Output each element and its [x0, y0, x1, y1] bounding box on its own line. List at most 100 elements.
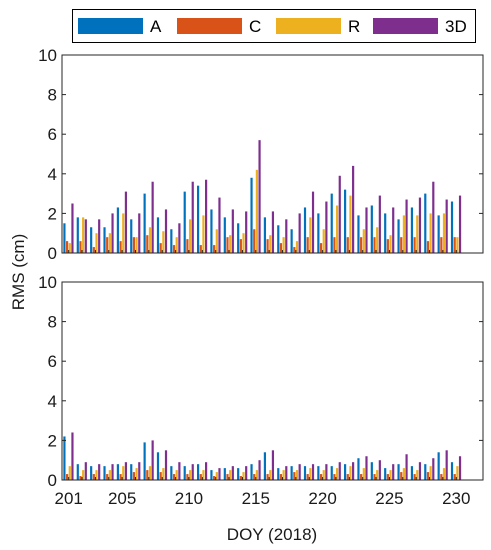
bar-bottom-r-224	[376, 470, 379, 480]
bar-top-3d-215	[258, 140, 261, 253]
legend-label-a: A	[150, 17, 162, 36]
bar-top-a-230	[450, 201, 454, 253]
bar-bottom-a-226	[397, 464, 400, 480]
bar-bottom-a-230	[450, 462, 454, 480]
y-tick-label-bottom-10: 10	[38, 273, 57, 292]
y-axis-label: RMS (cm)	[9, 234, 28, 310]
bar-bottom-a-210	[183, 466, 186, 480]
bar-bottom-c-211	[199, 474, 202, 480]
bar-top-a-228	[424, 193, 427, 253]
bar-bottom-3d-224	[378, 460, 381, 480]
bar-top-c-212	[213, 245, 216, 253]
bar-bottom-r-207	[148, 466, 152, 480]
bar-top-3d-211	[205, 179, 208, 253]
bar-bottom-r-223	[362, 468, 365, 480]
x-tick-label-230: 230	[442, 489, 470, 508]
bar-top-a-209	[170, 229, 173, 253]
bar-bottom-r-228	[429, 466, 432, 480]
bar-bottom-c-206	[132, 472, 136, 480]
bar-bottom-r-205	[122, 466, 125, 480]
bar-bottom-3d-225	[392, 464, 395, 480]
bar-bottom-r-225	[389, 470, 392, 480]
bar-top-r-229	[442, 213, 446, 253]
bar-bottom-c-212	[213, 476, 216, 480]
bar-bottom-r-202	[82, 470, 85, 480]
bar-top-3d-226	[405, 199, 408, 253]
bar-bottom-a-222	[344, 464, 347, 480]
bar-bottom-3d-202	[84, 462, 87, 480]
bar-bottom-a-208	[156, 452, 160, 480]
legend: A C R 3D	[72, 9, 476, 43]
bar-top-c-222	[346, 237, 349, 253]
bar-bottom-r-204	[108, 470, 111, 480]
bar-top-3d-204	[111, 213, 114, 253]
x-axis-label: DOY (2018)	[227, 525, 317, 544]
bar-bottom-a-218	[290, 466, 293, 480]
bar-bottom-3d-212	[218, 468, 221, 480]
bar-top-3d-217	[285, 219, 288, 253]
bar-top-r-205	[122, 213, 125, 253]
bar-top-r-224	[376, 227, 379, 253]
bar-top-c-224	[373, 237, 376, 253]
bar-bottom-r-214	[242, 472, 245, 480]
bar-bottom-3d-209	[178, 462, 181, 480]
bar-bottom-c-218	[293, 472, 296, 480]
legend-label-c: C	[249, 17, 262, 36]
bar-bottom-3d-204	[111, 464, 114, 480]
bar-top-a-206	[130, 219, 133, 253]
bar-bottom-3d-210	[191, 464, 194, 480]
bar-top-r-209	[175, 237, 178, 253]
bar-bottom-a-224	[370, 462, 373, 480]
bar-bottom-a-214	[237, 468, 240, 480]
bar-top-3d-201	[71, 203, 74, 253]
y-tick-label-top-4: 4	[48, 165, 57, 184]
bar-top-a-215	[250, 177, 253, 253]
bar-top-a-203	[90, 227, 93, 253]
bar-top-c-229	[440, 237, 443, 253]
bar-bottom-3d-213	[231, 466, 234, 480]
y-tick-label-top-6: 6	[48, 125, 57, 144]
bar-bottom-c-215	[253, 474, 256, 480]
bar-bottom-r-220	[322, 470, 325, 480]
y-tick-label-bottom-0: 0	[48, 471, 57, 490]
bar-bottom-3d-229	[445, 450, 448, 480]
bar-bottom-3d-222	[352, 462, 355, 480]
bar-top-3d-218	[298, 213, 301, 253]
bar-bottom-a-213	[223, 468, 226, 480]
bar-top-3d-214	[245, 211, 248, 253]
bar-bottom-a-227	[410, 466, 414, 480]
bar-top-c-204	[106, 237, 109, 253]
bar-top-c-215	[253, 229, 256, 253]
bar-bottom-c-230	[453, 474, 456, 480]
bar-top-c-227	[413, 237, 416, 253]
bar-top-r-230	[456, 237, 459, 253]
bar-bottom-3d-206	[138, 462, 141, 480]
bar-bottom-c-220	[319, 474, 323, 480]
bar-top-a-208	[156, 217, 160, 253]
bar-top-3d-213	[231, 209, 234, 253]
bar-top-c-210	[186, 239, 189, 253]
bar-top-a-214	[237, 223, 240, 253]
bar-top-a-212	[210, 209, 213, 253]
bar-top-a-205	[116, 207, 119, 253]
bar-top-3d-221	[338, 175, 341, 253]
bar-top-c-230	[453, 237, 456, 253]
bar-top-r-213	[229, 235, 232, 253]
bar-bottom-a-221	[330, 466, 333, 480]
panel-top: 0 2 4 6 8 10	[38, 46, 484, 263]
bar-top-c-217	[279, 243, 283, 253]
x-tick-label-205: 205	[108, 489, 136, 508]
bar-bottom-r-219	[309, 468, 312, 480]
bar-bottom-c-217	[279, 474, 283, 480]
bar-top-3d-209	[178, 223, 181, 253]
bar-bottom-c-201	[66, 474, 69, 480]
bar-bottom-3d-215	[258, 460, 261, 480]
x-tick-label-225: 225	[375, 489, 403, 508]
bar-bottom-3d-208	[164, 450, 168, 480]
bar-bottom-3d-221	[338, 462, 341, 480]
bar-bottom-r-229	[442, 468, 446, 480]
legend-swatch-c	[177, 18, 242, 34]
bar-top-a-211	[196, 185, 200, 253]
bar-top-3d-227	[418, 197, 422, 253]
